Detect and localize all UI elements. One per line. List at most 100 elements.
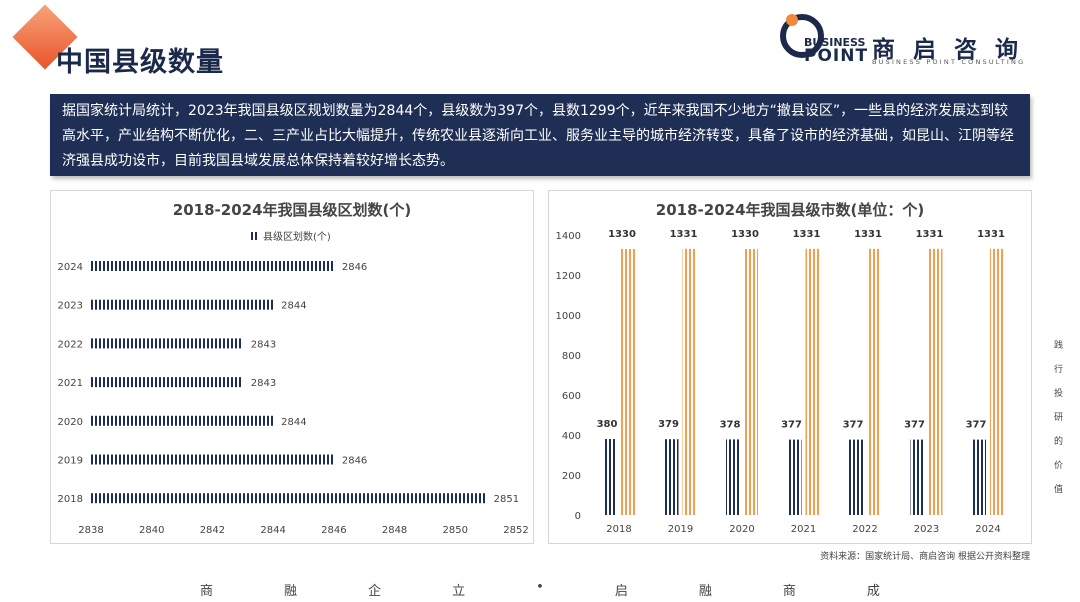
x-category-label: 2024 [975,524,1000,535]
bar-县级市-2018 [603,439,617,515]
y-tick-label: 200 [562,471,581,482]
bar-value-label: 377 [843,420,864,431]
bar-value-label: 377 [781,420,802,431]
bar-县级市-2024 [972,439,986,515]
y-category-label: 2024 [58,262,83,273]
bar-value-label: 378 [720,419,741,430]
bar-县-2022 [867,248,881,516]
bar-value-label: 2846 [342,456,367,467]
county-city-chart-panel: 2018-2024年我国县级市数(单位：个) 0 200 400 600 800 1000 1… [548,190,1032,544]
slogan-char: 商 [200,584,214,599]
y-tick-label: 1400 [556,231,581,242]
slogan-char: 融 [284,584,298,599]
bar-value-label: 377 [904,420,925,431]
county-division-chart-panel: 2018-2024年我国县级区划数(个) 县级区划数(个) 2838 2840 2842… [50,190,534,544]
logo-ring [780,14,824,58]
x-category-label: 2023 [914,524,939,535]
bar-2019 [91,454,334,465]
bar-县级市-2019 [664,439,679,515]
side-char: 行 [1054,365,1064,375]
bar-value-label: 2844 [281,301,306,312]
side-char: 值 [1054,485,1064,495]
bar-value-label: 1331 [977,229,1005,240]
y-tick-label: 0 [575,511,581,522]
bar-value-label: 2843 [251,339,276,350]
x-tick-label: 2850 [443,525,468,536]
side-char: 的 [1054,437,1064,447]
intro-text: 据国家统计局统计，2023年我国县级区规划数量为2844个，县级数为397个，县… [62,103,1014,169]
y-tick-label: 1000 [556,311,581,322]
bar-value-label: 379 [658,419,679,430]
bar-县-2020 [744,249,758,515]
bar-2022 [91,338,243,349]
x-category-label: 2019 [668,524,693,535]
y-category-label: 2020 [58,417,83,428]
y-tick-label: 800 [562,351,581,362]
chart-title: 2018-2024年我国县级市数(单位：个) [656,201,924,219]
intro-text-box: 据国家统计局统计，2023年我国县级区规划数量为2844个，县级数为397个，县… [50,94,1030,176]
page-title: 中国县级数量 [56,47,224,78]
bar-value-label: 2851 [494,494,519,505]
x-category-label: 2018 [606,524,631,535]
side-char: 投 [1054,389,1064,399]
county-division-chart: 2018-2024年我国县级区划数(个) 县级区划数(个) 2838 2840 2842… [58,201,529,536]
y-category-label: 2021 [58,378,83,389]
brand-logo: BUSINESS POINT 商启咨询 BUSINESS POINT CONSU… [780,12,1060,72]
x-tick-label: 2848 [382,525,407,536]
bar-value-label: 1330 [731,229,759,240]
side-char: 践 [1054,341,1064,351]
bar-2018 [91,493,486,504]
logo-cn: 商启咨询 [872,37,1036,63]
side-char: 研 [1054,413,1064,423]
bar-value-label: 1331 [854,229,882,240]
bar-value-label: 2843 [251,378,276,389]
legend-swatch [251,232,259,240]
y-tick-label: 400 [562,431,581,442]
bar-县级市-2022 [849,439,863,515]
bar-value-label: 1331 [793,229,821,240]
bar-value-label: 1331 [916,229,944,240]
y-category-label: 2019 [58,456,83,467]
bar-2023 [91,299,274,310]
bar-县级市-2020 [726,439,740,515]
slogan-char: 企 [368,584,382,599]
chart-title: 2018-2024年我国县级区划数(个) [173,201,411,219]
x-tick-label: 2838 [78,525,103,536]
legend-label: 县级区划数(个) [263,230,331,243]
slogan-char: 商 [782,584,796,599]
bar-县-2018 [621,249,635,515]
bar-2020 [91,415,274,426]
bar-县级市-2023 [910,439,925,515]
side-char: 价 [1054,461,1064,471]
bar-value-label: 1330 [608,229,636,240]
bar-县-2021 [805,248,820,516]
bar-县级市-2021 [787,439,802,515]
footer-slogan: 商 融 企 立 • 启 融 商 成 [200,580,880,599]
x-tick-label: 2842 [200,525,225,536]
logo-line1: BUSINESS [804,36,866,49]
logo-line2: POINT [804,46,869,66]
bar-value-label: 377 [966,420,987,431]
bar-2021 [91,377,243,388]
y-category-label: 2018 [58,494,83,505]
x-tick-label: 2844 [260,525,285,536]
bar-value-label: 2846 [342,262,367,273]
data-source: 资料来源：国家统计局、商启咨询 根据公开资料整理 [820,552,1030,562]
bar-value-label: 2844 [281,417,306,428]
logo-en: BUSINESS POINT CONSULTING [872,58,1026,66]
bar-县-2023 [928,248,943,516]
logo-dot [786,14,798,26]
bar-value-label: 380 [597,419,618,430]
y-tick-label: 1200 [556,271,581,282]
x-tick-label: 2840 [139,525,164,536]
slogan-char: 成 [866,584,880,599]
x-tick-label: 2846 [321,525,346,536]
county-city-chart: 2018-2024年我国县级市数(单位：个) 0 200 400 600 800 1000 1… [556,201,1005,535]
y-category-label: 2023 [58,301,83,312]
bar-2024 [91,261,334,271]
bar-value-label: 1331 [670,229,698,240]
x-category-label: 2021 [791,524,816,535]
slogan-char: 融 [698,584,712,599]
slogan-char: 立 [452,584,466,599]
slogan-char: • [536,580,544,595]
